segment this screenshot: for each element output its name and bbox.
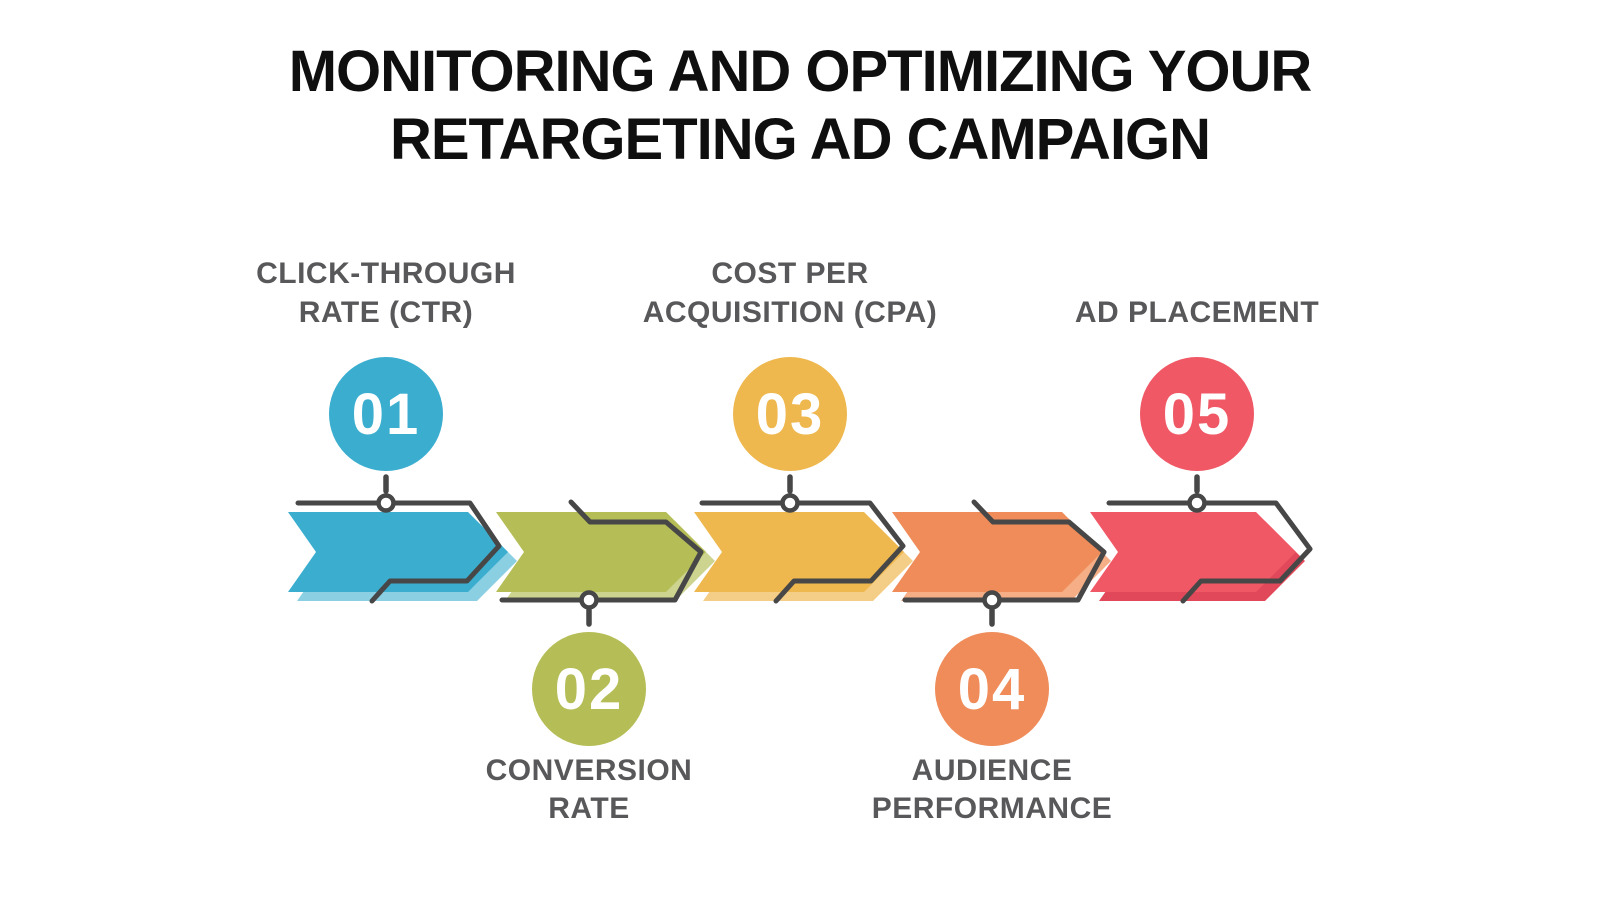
arrow-3-outline [699,500,906,604]
step-4-label-line-2: PERFORMANCE [871,792,1113,826]
connector-node-1 [376,493,396,513]
step-2-label-line-1: CONVERSION [485,754,693,787]
connector-dash-layer [383,474,1200,627]
step-1-label: CLICK-THROUGH RATE (CTR) [206,255,566,332]
step-4-label: AUDIENCE PERFORMANCE [812,752,1172,829]
step-5-number-badge: 05 [1140,357,1254,471]
step-5-label: AD PLACEMENT [967,294,1427,332]
step-3-label: COST PER ACQUISITION (CPA) [590,255,990,332]
step-2-label-line-2: RATE [548,792,630,826]
step-3-number-badge: 03 [733,357,847,471]
step-2-number-badge: 02 [532,632,646,746]
connector-node-2 [579,590,599,610]
connector-node-3 [780,493,800,513]
step-5-number: 05 [1162,381,1232,447]
step-1-label-line-1: CLICK-THROUGH [256,257,516,291]
arrow-4-outline [902,499,1107,603]
sketch-outline-layer [295,499,1313,604]
step-1-number: 01 [351,381,421,447]
arrow-2-outline [499,499,704,603]
arrow-5 [1090,512,1296,592]
step-3-label-line-2: ACQUISITION (CPA) [642,295,938,329]
connector-node-5 [1187,493,1207,513]
step-4-number: 04 [957,656,1027,722]
connector-node-layer [376,493,1207,610]
step-3-number: 03 [755,381,825,447]
page-title: MONITORING AND OPTIMIZING YOUR RETARGETI… [288,39,1313,173]
step-3-label-line-1: COST PER [711,257,869,291]
step-1-number-badge: 01 [329,357,443,471]
step-5-label-line-1: AD PLACEMENT [1074,295,1320,329]
arrow-1 [288,512,508,592]
arrow-4 [892,512,1102,592]
arrow-5-outline [1106,500,1313,604]
connector-node-4 [982,590,1002,610]
step-4-label-line-1: AUDIENCE [911,754,1073,787]
step-1-label-line-2: RATE (CTR) [298,295,474,329]
arrow-3 [694,512,904,592]
step-4-number-badge: 04 [935,632,1049,746]
arrow-1-outline [295,500,502,604]
step-2-label: CONVERSION RATE [449,752,729,829]
arrow-2 [496,512,706,592]
step-2-number: 02 [554,656,624,722]
